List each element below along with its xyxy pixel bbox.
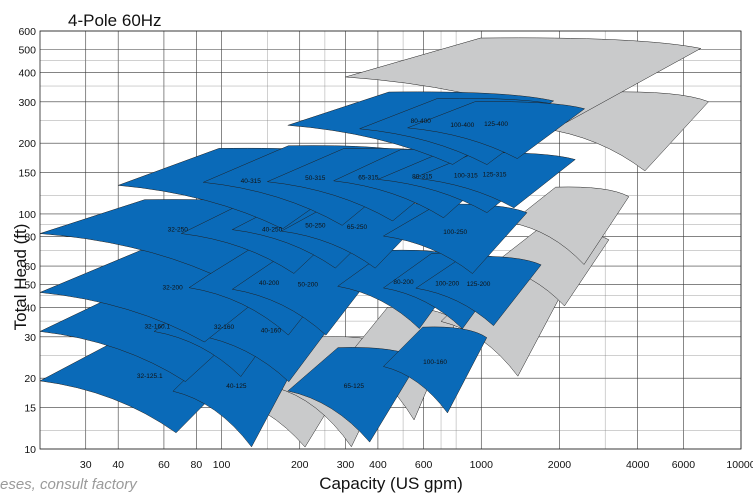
region-label-32-160: 32-160 <box>214 324 235 331</box>
y-tick-label-4: 40 <box>24 302 36 314</box>
pump-regions <box>39 37 709 448</box>
y-tick-label-3: 30 <box>24 332 36 344</box>
region-label-80-315: 80-315 <box>412 174 433 181</box>
x-tick-label-9: 1000 <box>470 459 494 471</box>
pump-region-unlabeled-32 <box>510 186 630 265</box>
x-tick-label-4: 100 <box>213 459 231 471</box>
x-tick-label-3: 80 <box>191 459 203 471</box>
y-axis-label: Total Head (ft) <box>11 224 30 331</box>
x-tick-label-11: 4000 <box>626 459 650 471</box>
x-tick-label-1: 40 <box>112 459 124 471</box>
region-label-50-200: 50-200 <box>298 282 319 289</box>
footnote: eses, consult factory <box>0 476 137 493</box>
region-label-40-250: 40-250 <box>262 226 283 233</box>
y-tick-label-1: 15 <box>24 403 36 415</box>
region-label-125-315: 125-315 <box>483 171 507 178</box>
pump-region-125-200 <box>415 255 542 327</box>
region-label-100-250: 100-250 <box>443 229 467 236</box>
y-tick-label-2: 20 <box>24 373 36 385</box>
region-label-40-125: 40-125 <box>226 383 247 390</box>
y-tick-label-8: 100 <box>18 209 36 221</box>
region-label-100-315: 100-315 <box>454 172 478 179</box>
region-label-100-200: 100-200 <box>435 281 459 288</box>
chart-title: 4-Pole 60Hz <box>68 11 162 30</box>
region-label-32-160.1: 32-160.1 <box>144 324 170 331</box>
region-label-80-200: 80-200 <box>393 279 414 286</box>
pump-region-125-400 <box>407 101 586 159</box>
region-label-80-400: 80-400 <box>411 118 432 125</box>
y-tick-label-7: 80 <box>24 232 36 244</box>
y-tick-label-10: 200 <box>18 138 36 150</box>
x-tick-label-2: 60 <box>158 459 170 471</box>
x-axis-label: Capacity (US gpm) <box>319 474 463 493</box>
x-tick-label-13: 10000 <box>726 459 753 471</box>
tick-labels: 30 40 60 80 100 200 300 400 600 1000 2000 4000 6000 1… <box>18 26 753 471</box>
region-label-65-315: 65-315 <box>358 174 379 181</box>
region-label-32-250: 32-250 <box>168 226 189 233</box>
x-tick-label-10: 2000 <box>548 459 572 471</box>
y-tick-label-6: 60 <box>24 261 36 273</box>
region-label-65-125: 65-125 <box>344 383 365 390</box>
y-tick-label-14: 600 <box>18 26 36 38</box>
y-tick-label-9: 150 <box>18 168 36 180</box>
pump-region-100-160 <box>382 326 488 414</box>
y-tick-label-5: 50 <box>24 280 36 292</box>
y-tick-label-0: 10 <box>24 444 36 456</box>
x-tick-label-5: 200 <box>291 459 309 471</box>
region-label-125-200: 125-200 <box>467 281 491 288</box>
region-label-32-125.1: 32-125.1 <box>137 373 163 380</box>
plot-frame <box>39 30 742 450</box>
region-label-125-400: 125-400 <box>484 121 508 128</box>
x-tick-label-0: 30 <box>80 459 92 471</box>
region-label-100-400: 100-400 <box>450 122 474 129</box>
x-tick-label-7: 400 <box>369 459 387 471</box>
x-tick-label-8: 600 <box>415 459 433 471</box>
region-label-50-250: 50-250 <box>305 222 326 229</box>
region-label-40-160: 40-160 <box>261 327 282 334</box>
x-tick-label-12: 6000 <box>672 459 696 471</box>
region-label-65-250: 65-250 <box>347 224 368 231</box>
region-label-50-315: 50-315 <box>305 175 326 182</box>
y-tick-label-11: 300 <box>18 97 36 109</box>
region-label-40-315: 40-315 <box>241 178 262 185</box>
region-labels: 32-125.1 40-125 65-125 100-160 32-160.1 32-16… <box>137 118 508 390</box>
y-tick-label-12: 400 <box>18 67 36 79</box>
region-label-32-200: 32-200 <box>162 285 183 292</box>
region-label-100-160: 100-160 <box>423 359 447 366</box>
region-label-40-200: 40-200 <box>259 280 280 287</box>
y-tick-label-13: 500 <box>18 45 36 57</box>
pump-region-65-125 <box>287 347 421 443</box>
x-tick-label-6: 300 <box>337 459 355 471</box>
